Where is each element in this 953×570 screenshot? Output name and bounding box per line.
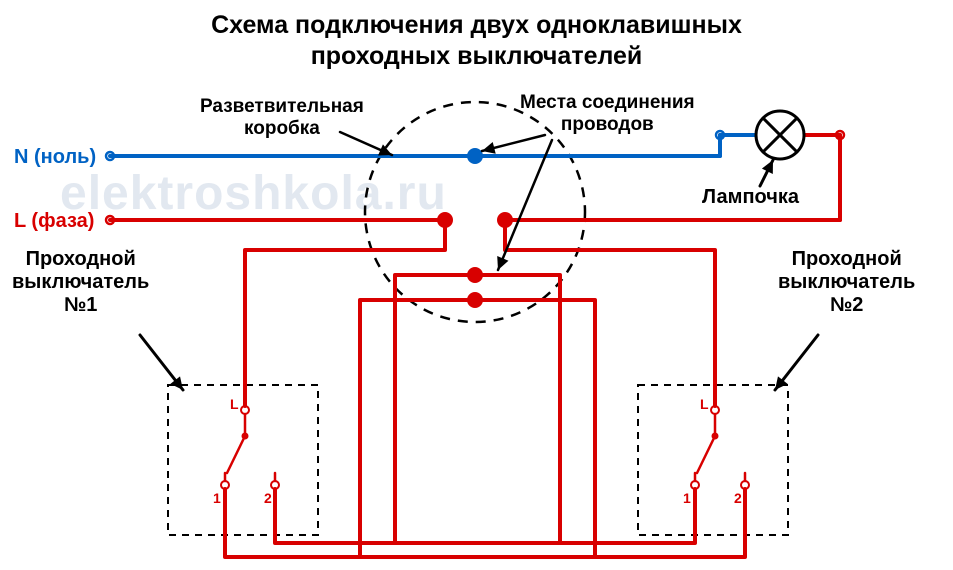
wiring-diagram: [0, 0, 953, 570]
